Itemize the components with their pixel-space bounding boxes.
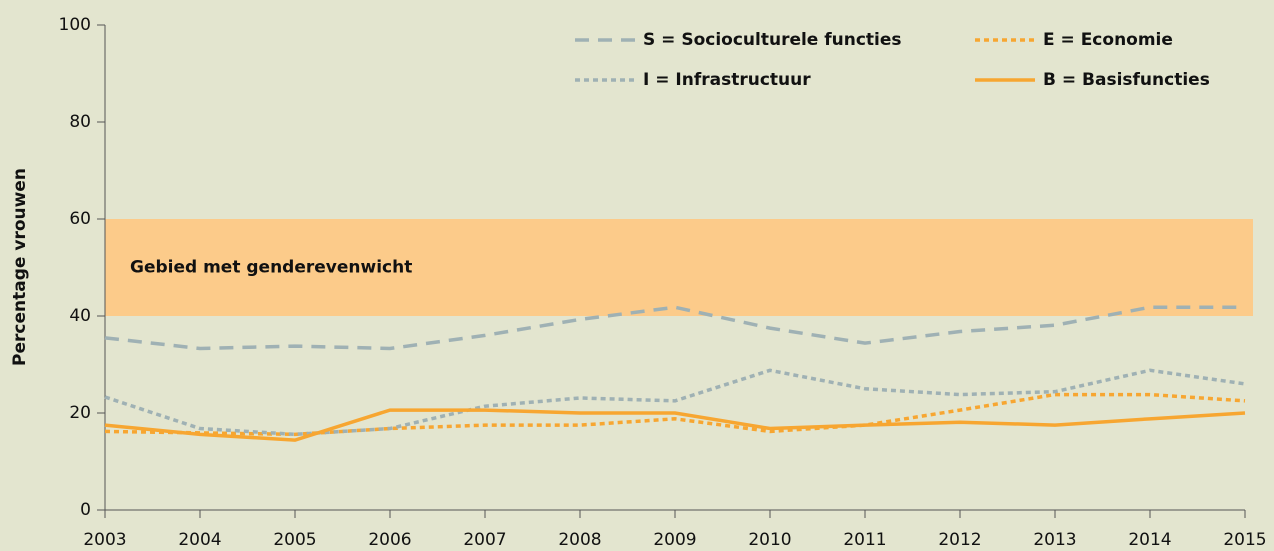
x-tick-label: 2005 (273, 530, 316, 550)
legend-label: B = Basisfuncties (1043, 70, 1210, 90)
y-tick-label: 60 (69, 209, 91, 229)
x-tick-label: 2012 (938, 530, 981, 550)
line-series (104, 408, 1246, 442)
x-tick-label: 2009 (653, 530, 696, 550)
y-tick-label: 40 (69, 306, 91, 326)
line-series (104, 368, 1246, 437)
y-tick-label: 20 (69, 403, 91, 423)
x-tick-label: 2006 (368, 530, 411, 550)
x-tick-label: 2004 (178, 530, 221, 550)
legend-label: E = Economie (1043, 30, 1173, 50)
x-tick-label: 2013 (1033, 530, 1076, 550)
x-tick-label: 2007 (463, 530, 506, 550)
band (105, 219, 1253, 316)
legend-label: S = Socioculturele functies (643, 30, 902, 50)
x-tick-label: 2008 (558, 530, 601, 550)
y-tick-label: 100 (59, 15, 91, 35)
legend-label: I = Infrastructuur (643, 70, 811, 90)
y-tick-label: 0 (80, 500, 91, 520)
x-tick-label: 2015 (1223, 530, 1266, 550)
y-tick-label: 80 (69, 112, 91, 132)
y-axis-label: Percentage vrouwen (10, 168, 30, 366)
line-series (104, 305, 1245, 351)
x-tick-label: 2014 (1128, 530, 1171, 550)
x-tick-label: 2003 (83, 530, 126, 550)
x-tick-label: 2011 (843, 530, 886, 550)
line-series (104, 392, 1246, 437)
x-tick-label: 2010 (748, 530, 791, 550)
band-label: Gebied met genderevenwicht (130, 258, 412, 278)
